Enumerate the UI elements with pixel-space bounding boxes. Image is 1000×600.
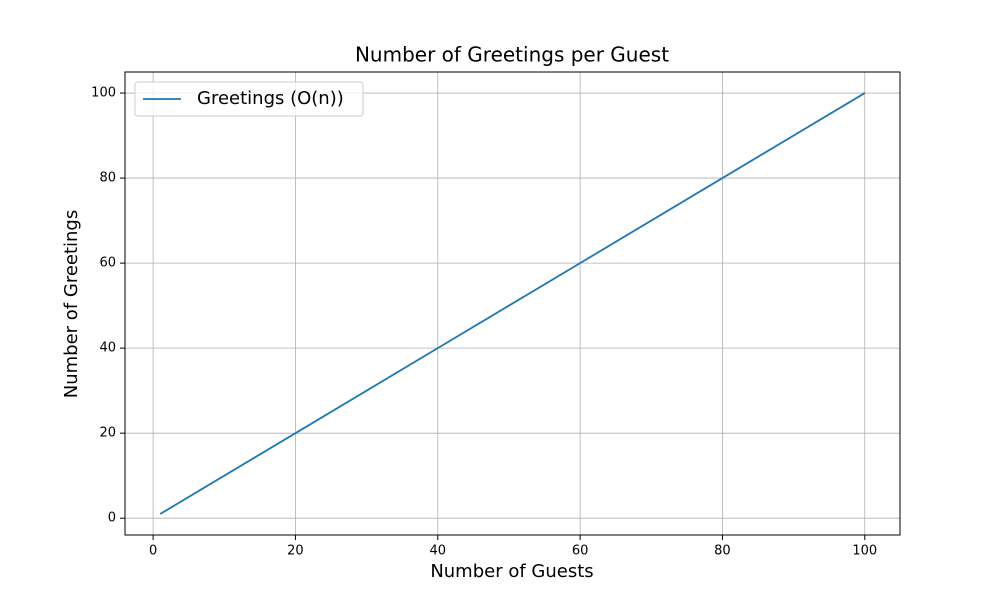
x-tick-label: 60 xyxy=(572,544,589,559)
y-tick-label: 100 xyxy=(91,86,116,101)
legend-label: Greetings (O(n)) xyxy=(197,88,344,109)
y-tick-label: 80 xyxy=(99,171,116,186)
legend-box xyxy=(134,81,364,117)
x-tick-label: 40 xyxy=(430,544,447,559)
x-tick-label: 20 xyxy=(287,544,304,559)
x-tick-label: 0 xyxy=(149,544,157,559)
x-axis-label: Number of Guests xyxy=(430,561,593,582)
line-series xyxy=(159,92,866,515)
x-tick-label: 80 xyxy=(714,544,731,559)
y-tick-label: 60 xyxy=(99,256,116,271)
chart-title: Number of Greetings per Guest xyxy=(355,43,669,67)
y-axis-label: Number of Greetings xyxy=(61,210,82,398)
y-tick-label: 0 xyxy=(108,511,116,526)
x-tick-label: 100 xyxy=(852,544,877,559)
plot-frame xyxy=(124,71,901,536)
y-tick-label: 40 xyxy=(99,341,116,356)
y-tick-label: 20 xyxy=(99,426,116,441)
